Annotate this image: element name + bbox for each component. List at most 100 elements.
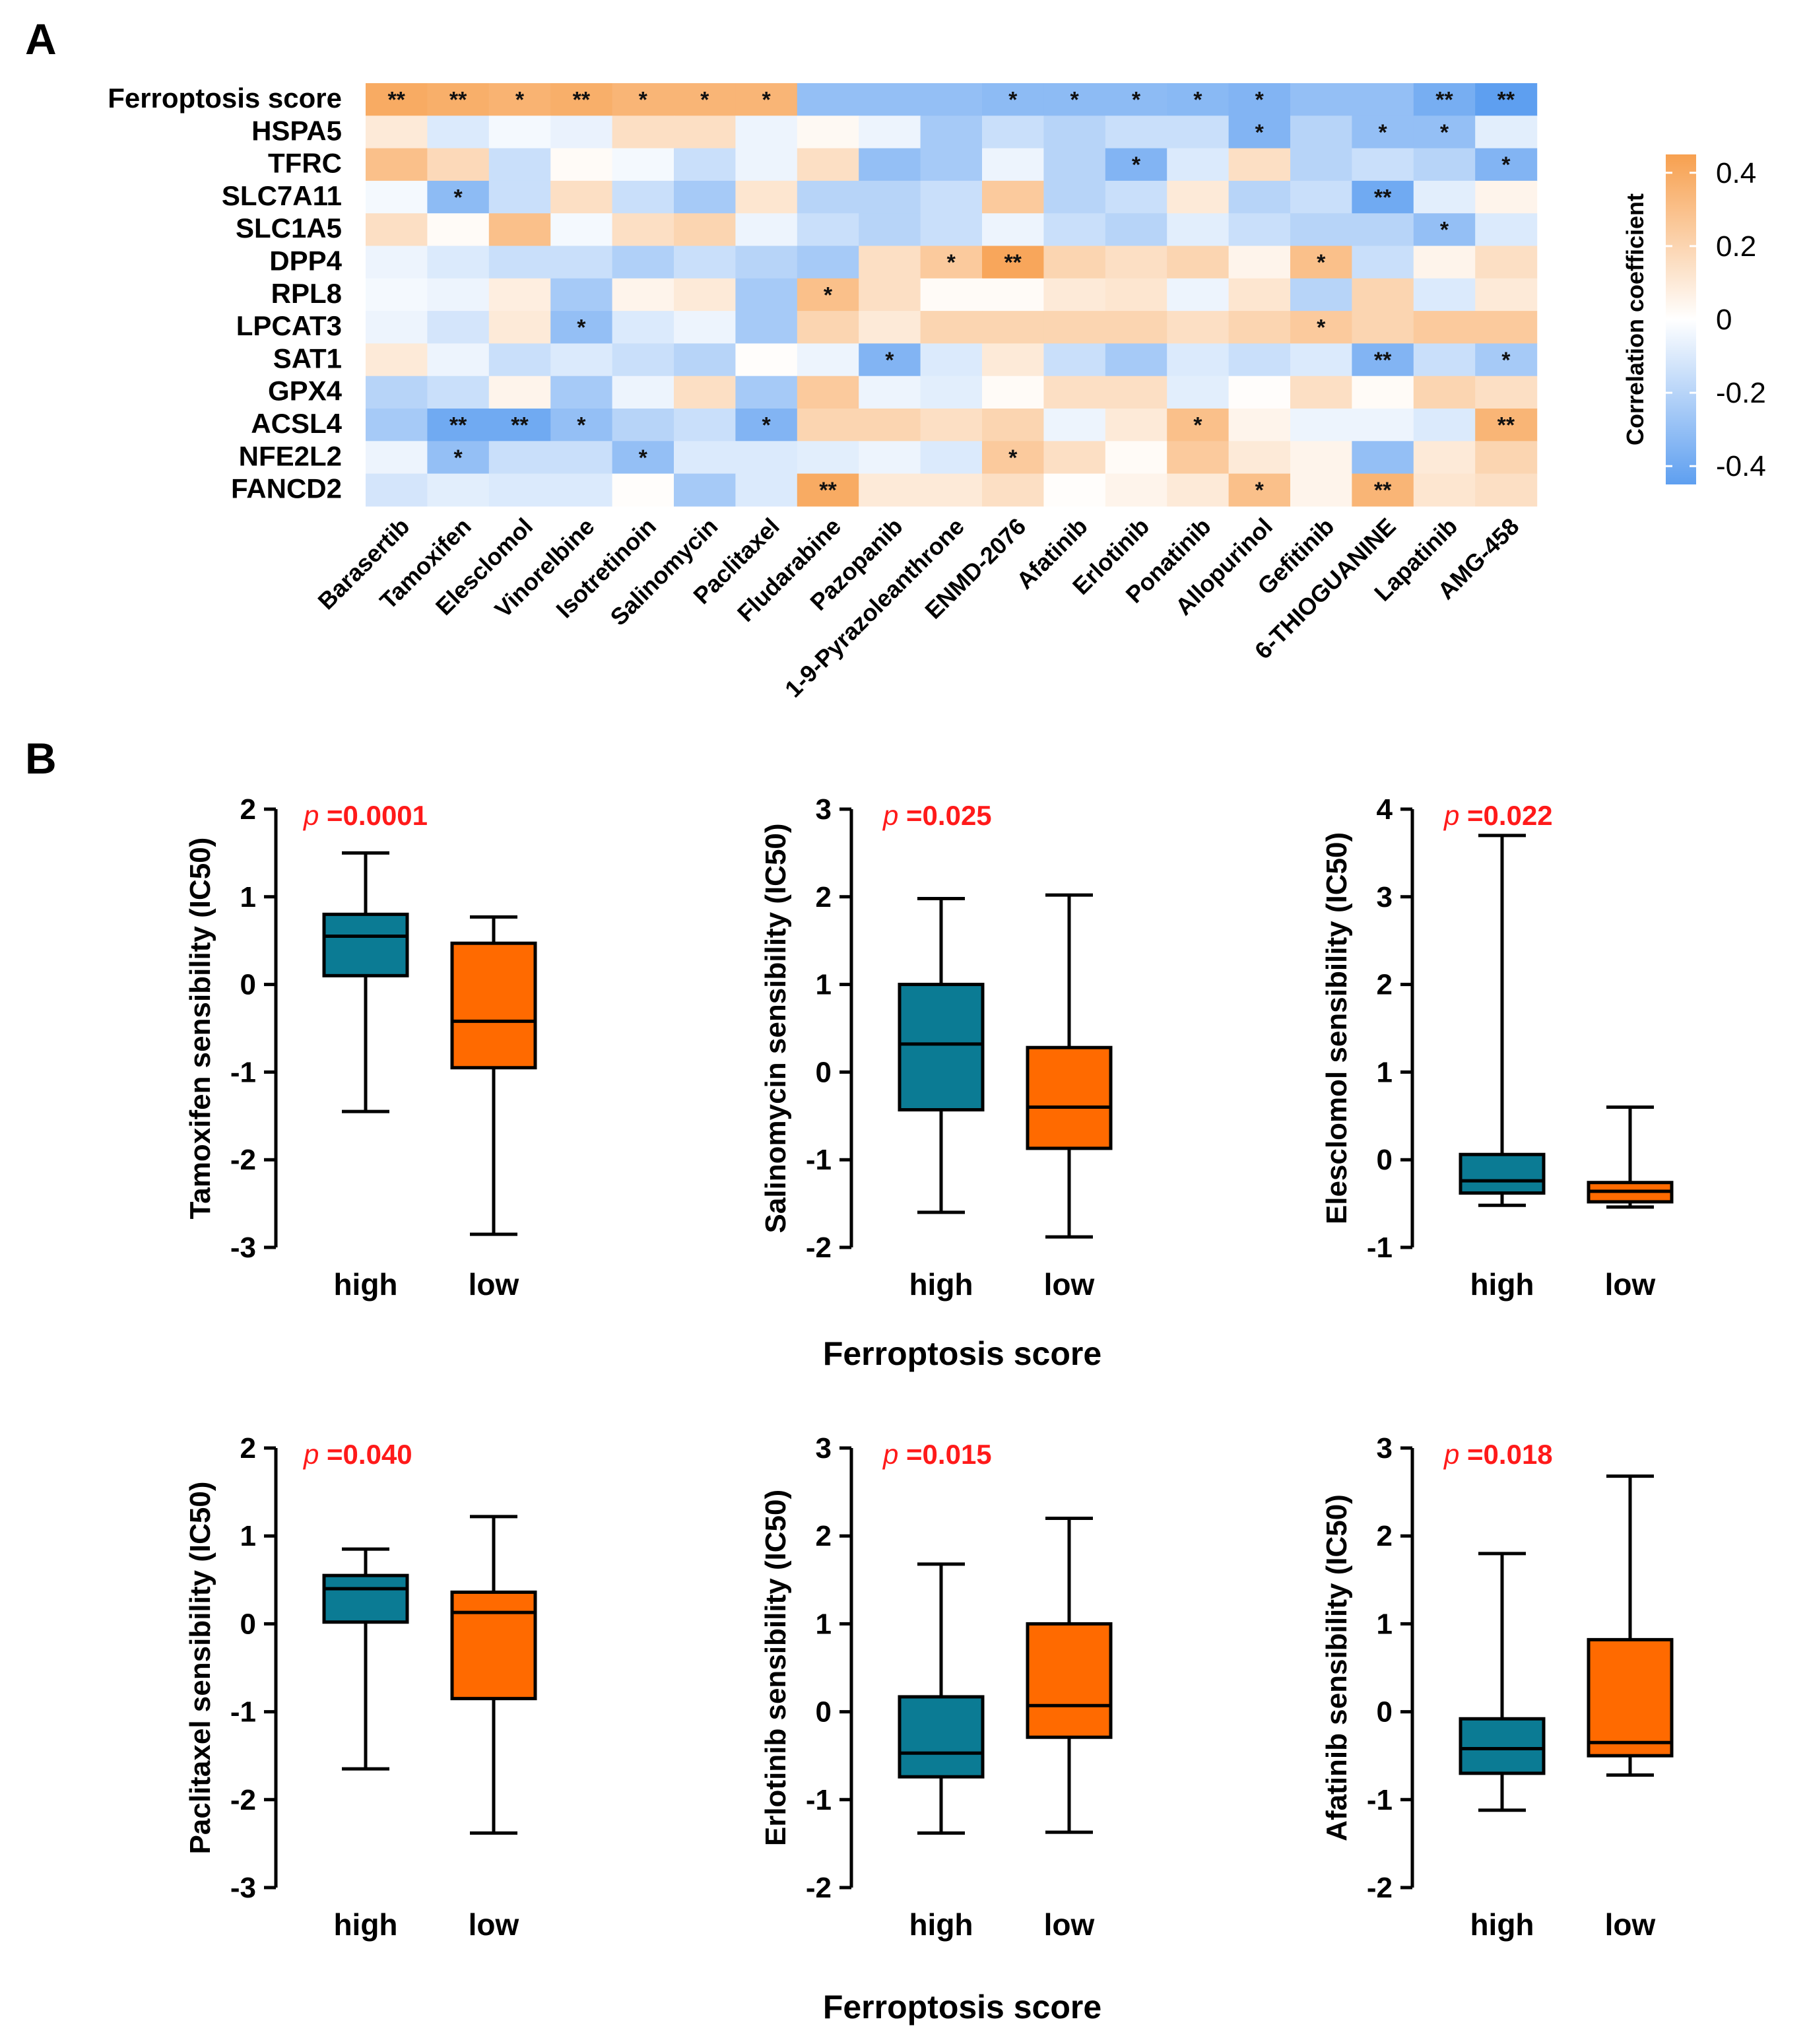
- heatmap-cell: [1290, 409, 1352, 442]
- y-tick-label: -2: [230, 1144, 256, 1176]
- heatmap-cell: [920, 180, 983, 214]
- heatmap-cell: [1167, 83, 1230, 116]
- y-tick-label: -1: [230, 1056, 256, 1088]
- y-tick-label: 2: [1377, 969, 1393, 1001]
- box-low: [1026, 893, 1113, 1239]
- significance-mark: **: [1374, 348, 1392, 373]
- heatmap-cell: [859, 441, 921, 475]
- heatmap-cell: [1167, 473, 1230, 507]
- p-value: =0.025: [898, 800, 991, 831]
- heatmap-cell: [488, 311, 551, 344]
- heatmap-cell: [735, 148, 798, 181]
- heatmap-cell: [982, 473, 1044, 507]
- heatmap-cell: [1475, 148, 1538, 181]
- heatmap-cell: [1290, 180, 1352, 214]
- heatmap-cell: [797, 115, 859, 149]
- heatmap-cell: [488, 213, 551, 247]
- heatmap-cell: [797, 83, 859, 116]
- heatmap-cell: [1475, 278, 1538, 312]
- heatmap-cell: [797, 311, 859, 344]
- x-category-label: high: [333, 1907, 397, 1942]
- boxplot-panel: 3 2 1 0 -1 -2 Erlotinib sensibility (IC50) p =0…: [760, 1432, 1113, 1942]
- significance-mark: *: [762, 87, 771, 112]
- heatmap-cell: [920, 213, 983, 247]
- heatmap-cell: [982, 246, 1044, 279]
- heatmap-cell: [1228, 376, 1291, 409]
- heatmap-cell: [612, 441, 674, 475]
- heatmap-cell: [735, 343, 798, 377]
- heatmap-cell: [427, 246, 490, 279]
- heatmap-cell: [920, 311, 983, 344]
- heatmap-cell: [982, 83, 1044, 116]
- heatmap-cell: [1352, 409, 1414, 442]
- heatmap-cell: [920, 441, 983, 475]
- y-tick-label: 1: [1377, 1608, 1393, 1640]
- p-symbol: p: [882, 1439, 898, 1470]
- panel-b-letter: B: [25, 734, 57, 783]
- heatmap-cell: [488, 278, 551, 312]
- box-iqr: [1459, 1717, 1546, 1775]
- heatmap-cell: [1290, 213, 1352, 247]
- heatmap-cell: [982, 409, 1044, 442]
- heatmap-cell: [612, 83, 674, 116]
- heatmap-cell: [1105, 409, 1167, 442]
- box-iqr: [322, 1573, 409, 1624]
- heatmap-cell: [1290, 115, 1352, 149]
- heatmap-cell: [735, 278, 798, 312]
- heatmap-cell: [1105, 343, 1167, 377]
- p-value-label: p =0.018: [1443, 1439, 1553, 1470]
- heatmap-cell: [859, 83, 921, 116]
- heatmap-cell: [982, 180, 1044, 214]
- y-axis-label: Tamoxifen sensibility (IC50): [184, 838, 216, 1220]
- heatmap-cell: [1105, 376, 1167, 409]
- p-value: =0.0001: [319, 800, 428, 831]
- colorbar-tick-label: 0.2: [1716, 230, 1756, 263]
- heatmap-row-label: LPCAT3: [236, 310, 342, 341]
- y-tick-label: 2: [1377, 1520, 1393, 1552]
- heatmap-cell: [550, 376, 613, 409]
- heatmap-cell: [550, 83, 613, 116]
- heatmap-cell: [1105, 83, 1167, 116]
- heatmap-cell: [488, 409, 551, 442]
- heatmap-cell: [427, 409, 490, 442]
- boxplot-panel: 3 2 1 0 -1 -2 Salinomycin sensibility (IC50) p …: [760, 793, 1113, 1302]
- y-tick-label: 0: [816, 1696, 832, 1729]
- significance-mark: **: [1435, 87, 1453, 112]
- significance-mark: *: [1501, 152, 1511, 178]
- heatmap-cell: [1413, 311, 1476, 344]
- p-symbol: p: [1443, 800, 1459, 831]
- box-low: [1587, 1474, 1674, 1777]
- box-high: [898, 896, 985, 1214]
- heatmap-cell: [1105, 213, 1167, 247]
- heatmap-cell: [1413, 343, 1476, 377]
- heatmap-cell: [550, 441, 613, 475]
- heatmap-cell: [1167, 115, 1230, 149]
- significance-mark: *: [577, 315, 586, 341]
- y-tick-label: 3: [1377, 1432, 1393, 1465]
- significance-mark: **: [511, 412, 529, 438]
- heatmap-cell: [859, 311, 921, 344]
- heatmap-cell: [1475, 246, 1538, 279]
- y-tick-label: 3: [1377, 881, 1393, 913]
- heatmap-cell: [1228, 441, 1291, 475]
- boxplot-panel: 2 1 0 -1 -2 -3 Paclitaxel sensibility (IC50) p …: [184, 1432, 537, 1942]
- heatmap-cell: [1228, 409, 1291, 442]
- heatmap-cell: [1043, 441, 1106, 475]
- x-category-label: high: [1470, 1267, 1534, 1302]
- ferroptosis-score-label-row-1: Ferroptosis score: [823, 1335, 1101, 1372]
- heatmap-cell: [859, 148, 921, 181]
- heatmap-cell: [1105, 180, 1167, 214]
- heatmap-cell: [1228, 83, 1291, 116]
- x-category-label: low: [1605, 1267, 1656, 1302]
- heatmap-cell: [550, 278, 613, 312]
- heatmap-cell: [550, 148, 613, 181]
- significance-mark: *: [1317, 315, 1326, 341]
- heatmap-cell: [735, 311, 798, 344]
- box-low: [1026, 1517, 1113, 1834]
- heatmap-cell: [1228, 246, 1291, 279]
- box-high: [1459, 1552, 1546, 1812]
- heatmap-cell: [1167, 213, 1230, 247]
- significance-mark: *: [1501, 348, 1511, 373]
- significance-mark: *: [1193, 87, 1202, 112]
